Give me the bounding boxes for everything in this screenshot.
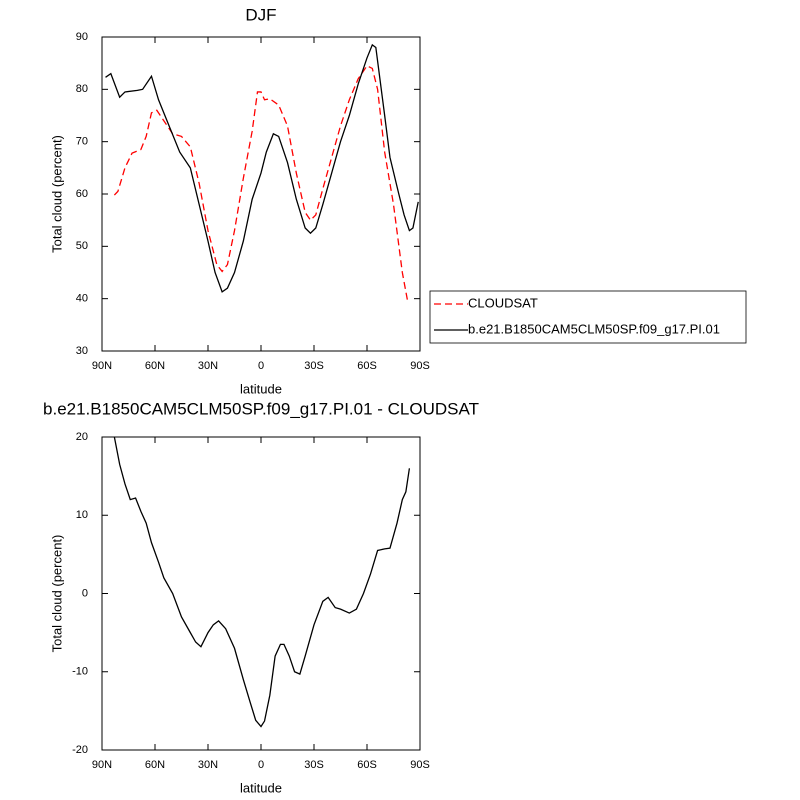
legend-box <box>429 290 747 344</box>
y-tick-label: 80 <box>76 83 88 95</box>
legend-label: CLOUDSAT <box>468 295 538 310</box>
x-tick-label: 60N <box>145 360 165 372</box>
x-tick-label: 90S <box>410 759 430 771</box>
y-tick-label: 90 <box>76 31 88 43</box>
x-tick-label: 90N <box>92 759 112 771</box>
y-tick-label: 40 <box>76 293 88 305</box>
y-tick-label: 30 <box>76 345 88 357</box>
y-tick-label: -10 <box>72 666 88 678</box>
data-line <box>105 43 419 293</box>
y-tick-label: 20 <box>76 431 88 443</box>
chart-title: b.e21.B1850CAM5CLM50SP.f09_g17.PI.01 - C… <box>43 399 479 418</box>
x-tick-label: 60S <box>357 759 377 771</box>
x-tick-label: 0 <box>258 759 264 771</box>
y-tick-label: 10 <box>76 509 88 521</box>
plot-frame <box>101 436 421 751</box>
y-tick-label: 60 <box>76 188 88 200</box>
x-tick-label: 90S <box>410 360 430 372</box>
y-axis-label: Total cloud (percent) <box>49 535 64 653</box>
chart-title: DJF <box>245 5 276 24</box>
y-tick-label: 0 <box>82 587 88 599</box>
x-tick-label: 60S <box>357 360 377 372</box>
y-tick-label: -20 <box>72 744 88 756</box>
legend-label: b.e21.B1850CAM5CLM50SP.f09_g17.PI.01 <box>468 321 720 336</box>
x-tick-label: 30N <box>198 360 218 372</box>
x-tick-label: 30S <box>304 759 324 771</box>
x-axis-label: latitude <box>240 780 282 795</box>
x-tick-label: 30S <box>304 360 324 372</box>
data-line <box>113 64 409 302</box>
plot-frame <box>101 36 421 352</box>
y-axis-label: Total cloud (percent) <box>49 135 64 253</box>
x-axis-label: latitude <box>240 381 282 396</box>
x-tick-label: 30N <box>198 759 218 771</box>
data-line <box>113 436 411 728</box>
x-tick-label: 0 <box>258 360 264 372</box>
y-tick-label: 70 <box>76 136 88 148</box>
y-tick-label: 50 <box>76 240 88 252</box>
x-tick-label: 60N <box>145 759 165 771</box>
x-tick-label: 90N <box>92 360 112 372</box>
